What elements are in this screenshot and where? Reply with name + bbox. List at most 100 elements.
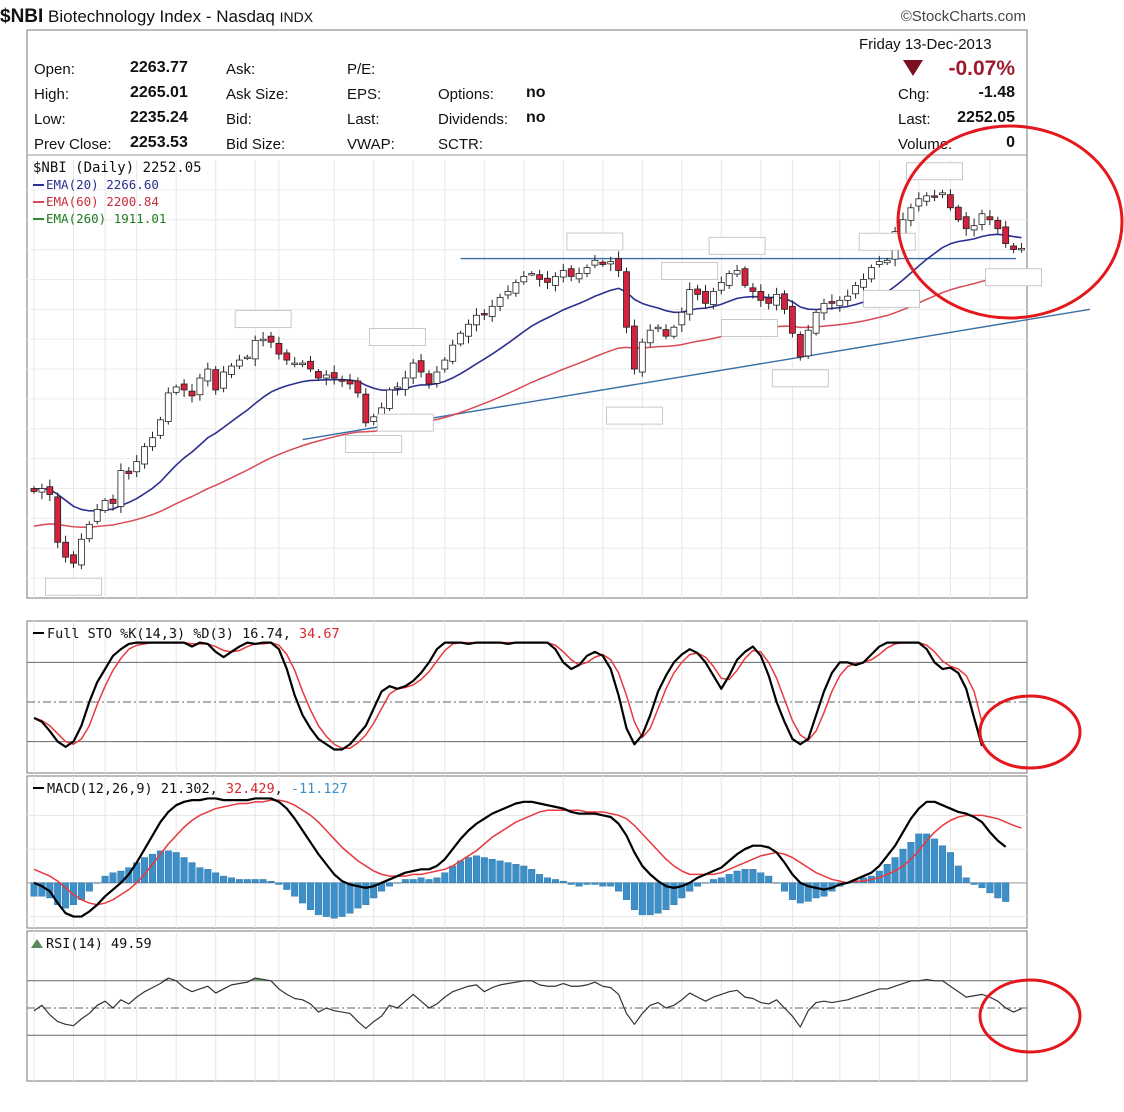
macd-hist-bar	[314, 882, 322, 916]
macd-hist-bar	[409, 879, 417, 884]
rsi-legend: RSI(14) 49.59	[31, 936, 152, 952]
candle-body	[267, 335, 275, 343]
candle-body	[307, 360, 314, 370]
candle-body	[970, 225, 978, 231]
candle-body	[46, 486, 54, 495]
macd-hist-bar	[148, 853, 156, 884]
candle-body	[552, 276, 559, 286]
macd-hist-bar	[749, 869, 757, 884]
macd-hist-bar	[172, 852, 180, 884]
open-label: Open:	[34, 61, 75, 78]
candle-body	[962, 216, 970, 230]
candle-body	[638, 341, 646, 373]
macd-hist-bar	[496, 860, 504, 884]
macd-hist-bar	[907, 842, 915, 884]
candle-body	[441, 359, 449, 370]
annotation-circle-rsi	[978, 978, 1082, 1054]
candle-body	[654, 326, 662, 330]
vwap-label: VWAP:	[347, 136, 395, 153]
macd-hist-bar	[354, 882, 362, 909]
candle-body	[235, 359, 243, 367]
macd-hist-bar	[227, 877, 235, 884]
price-label-box	[708, 236, 766, 255]
down-arrow-icon	[903, 60, 923, 76]
macd-hist-bar	[275, 882, 283, 885]
sto-d-line	[33, 641, 983, 749]
price-panel-frame	[26, 29, 1028, 599]
candle-body	[599, 261, 607, 265]
price-legend: $NBI (Daily) 2252.05 EMA(20) 2266.60 EMA…	[33, 160, 202, 226]
candle-body	[994, 219, 1002, 230]
macd-hist-bar	[141, 857, 149, 884]
macd-hist-bar	[417, 877, 425, 884]
macd-hist-bar	[575, 882, 583, 887]
candle-body	[204, 368, 212, 382]
prev-close-value: 2253.53	[130, 134, 188, 151]
candle-body	[38, 488, 46, 493]
candle-body	[330, 372, 338, 379]
macd-hist-bar	[654, 882, 662, 914]
prev-close-label: Prev Close:	[34, 136, 112, 153]
macd-hist-bar	[567, 882, 575, 885]
macd-hist-bar	[725, 874, 733, 884]
price-label-box	[234, 310, 292, 329]
macd-hist-bar	[283, 882, 291, 890]
macd-hist-bar	[472, 855, 480, 884]
candle-body	[180, 383, 188, 391]
candle-body	[528, 273, 536, 276]
candle-body	[362, 393, 370, 424]
candle-body	[322, 374, 330, 379]
candle-body	[243, 356, 251, 359]
macd-hist-bar	[488, 858, 496, 884]
candle-body	[623, 271, 630, 328]
price-label-box	[863, 289, 920, 308]
rsi-layer	[27, 977, 1027, 1036]
ema60-line	[33, 274, 1022, 528]
macd-hist-bar	[465, 857, 473, 884]
macd-panel-frame	[26, 775, 1028, 929]
macd-hist-bar	[646, 882, 654, 916]
volume-value: 0	[1006, 134, 1015, 151]
macd-hist-bar	[520, 865, 528, 884]
macd-hist-bar	[93, 882, 101, 884]
candle-body	[575, 273, 583, 280]
price-label-box	[368, 328, 426, 346]
candle-body	[141, 446, 149, 465]
price-label-box	[858, 232, 916, 251]
candle-body	[670, 326, 678, 337]
macd-hist-bar	[757, 872, 765, 884]
macd-hist-bar	[480, 857, 488, 884]
high-label: High:	[34, 86, 70, 103]
candle-body	[212, 369, 220, 391]
candle-body	[615, 258, 622, 271]
macd-line	[33, 797, 1007, 918]
low-value: 2235.24	[130, 109, 188, 126]
macd-hist-bar	[401, 879, 409, 884]
macd-hist-bar	[796, 882, 804, 904]
candle-body	[299, 362, 307, 365]
candle-body	[370, 416, 378, 423]
candle-body	[733, 270, 741, 275]
macd-hist-bar	[299, 882, 307, 904]
candle-body	[931, 195, 938, 198]
macd-hist-bar	[1002, 882, 1010, 902]
ema20-legend: EMA(20) 2266.60	[46, 177, 159, 192]
price-label-box	[985, 268, 1042, 287]
candle-body	[346, 379, 354, 385]
macd-hist-bar	[212, 872, 220, 884]
macd-hist-bar	[220, 875, 228, 884]
sto-title: Full STO %K(14,3) %D(3)	[47, 626, 234, 642]
candle-body	[567, 268, 575, 277]
candle-body	[512, 282, 520, 294]
candle-body	[836, 299, 844, 307]
macd-hist-bar	[457, 860, 465, 884]
price-legend-title: $NBI (Daily) 2252.05	[33, 160, 202, 176]
candle-body	[986, 216, 994, 221]
macd-hist-bar	[702, 882, 710, 884]
candle-body	[591, 259, 599, 266]
candle-body	[804, 329, 812, 357]
macd-legend: MACD(12,26,9) 21.302, 32.429, -11.127	[33, 781, 348, 797]
macd-hist-bar	[425, 879, 433, 884]
rsi-mountain-icon	[31, 939, 43, 948]
macd-hist-bar	[386, 882, 394, 887]
